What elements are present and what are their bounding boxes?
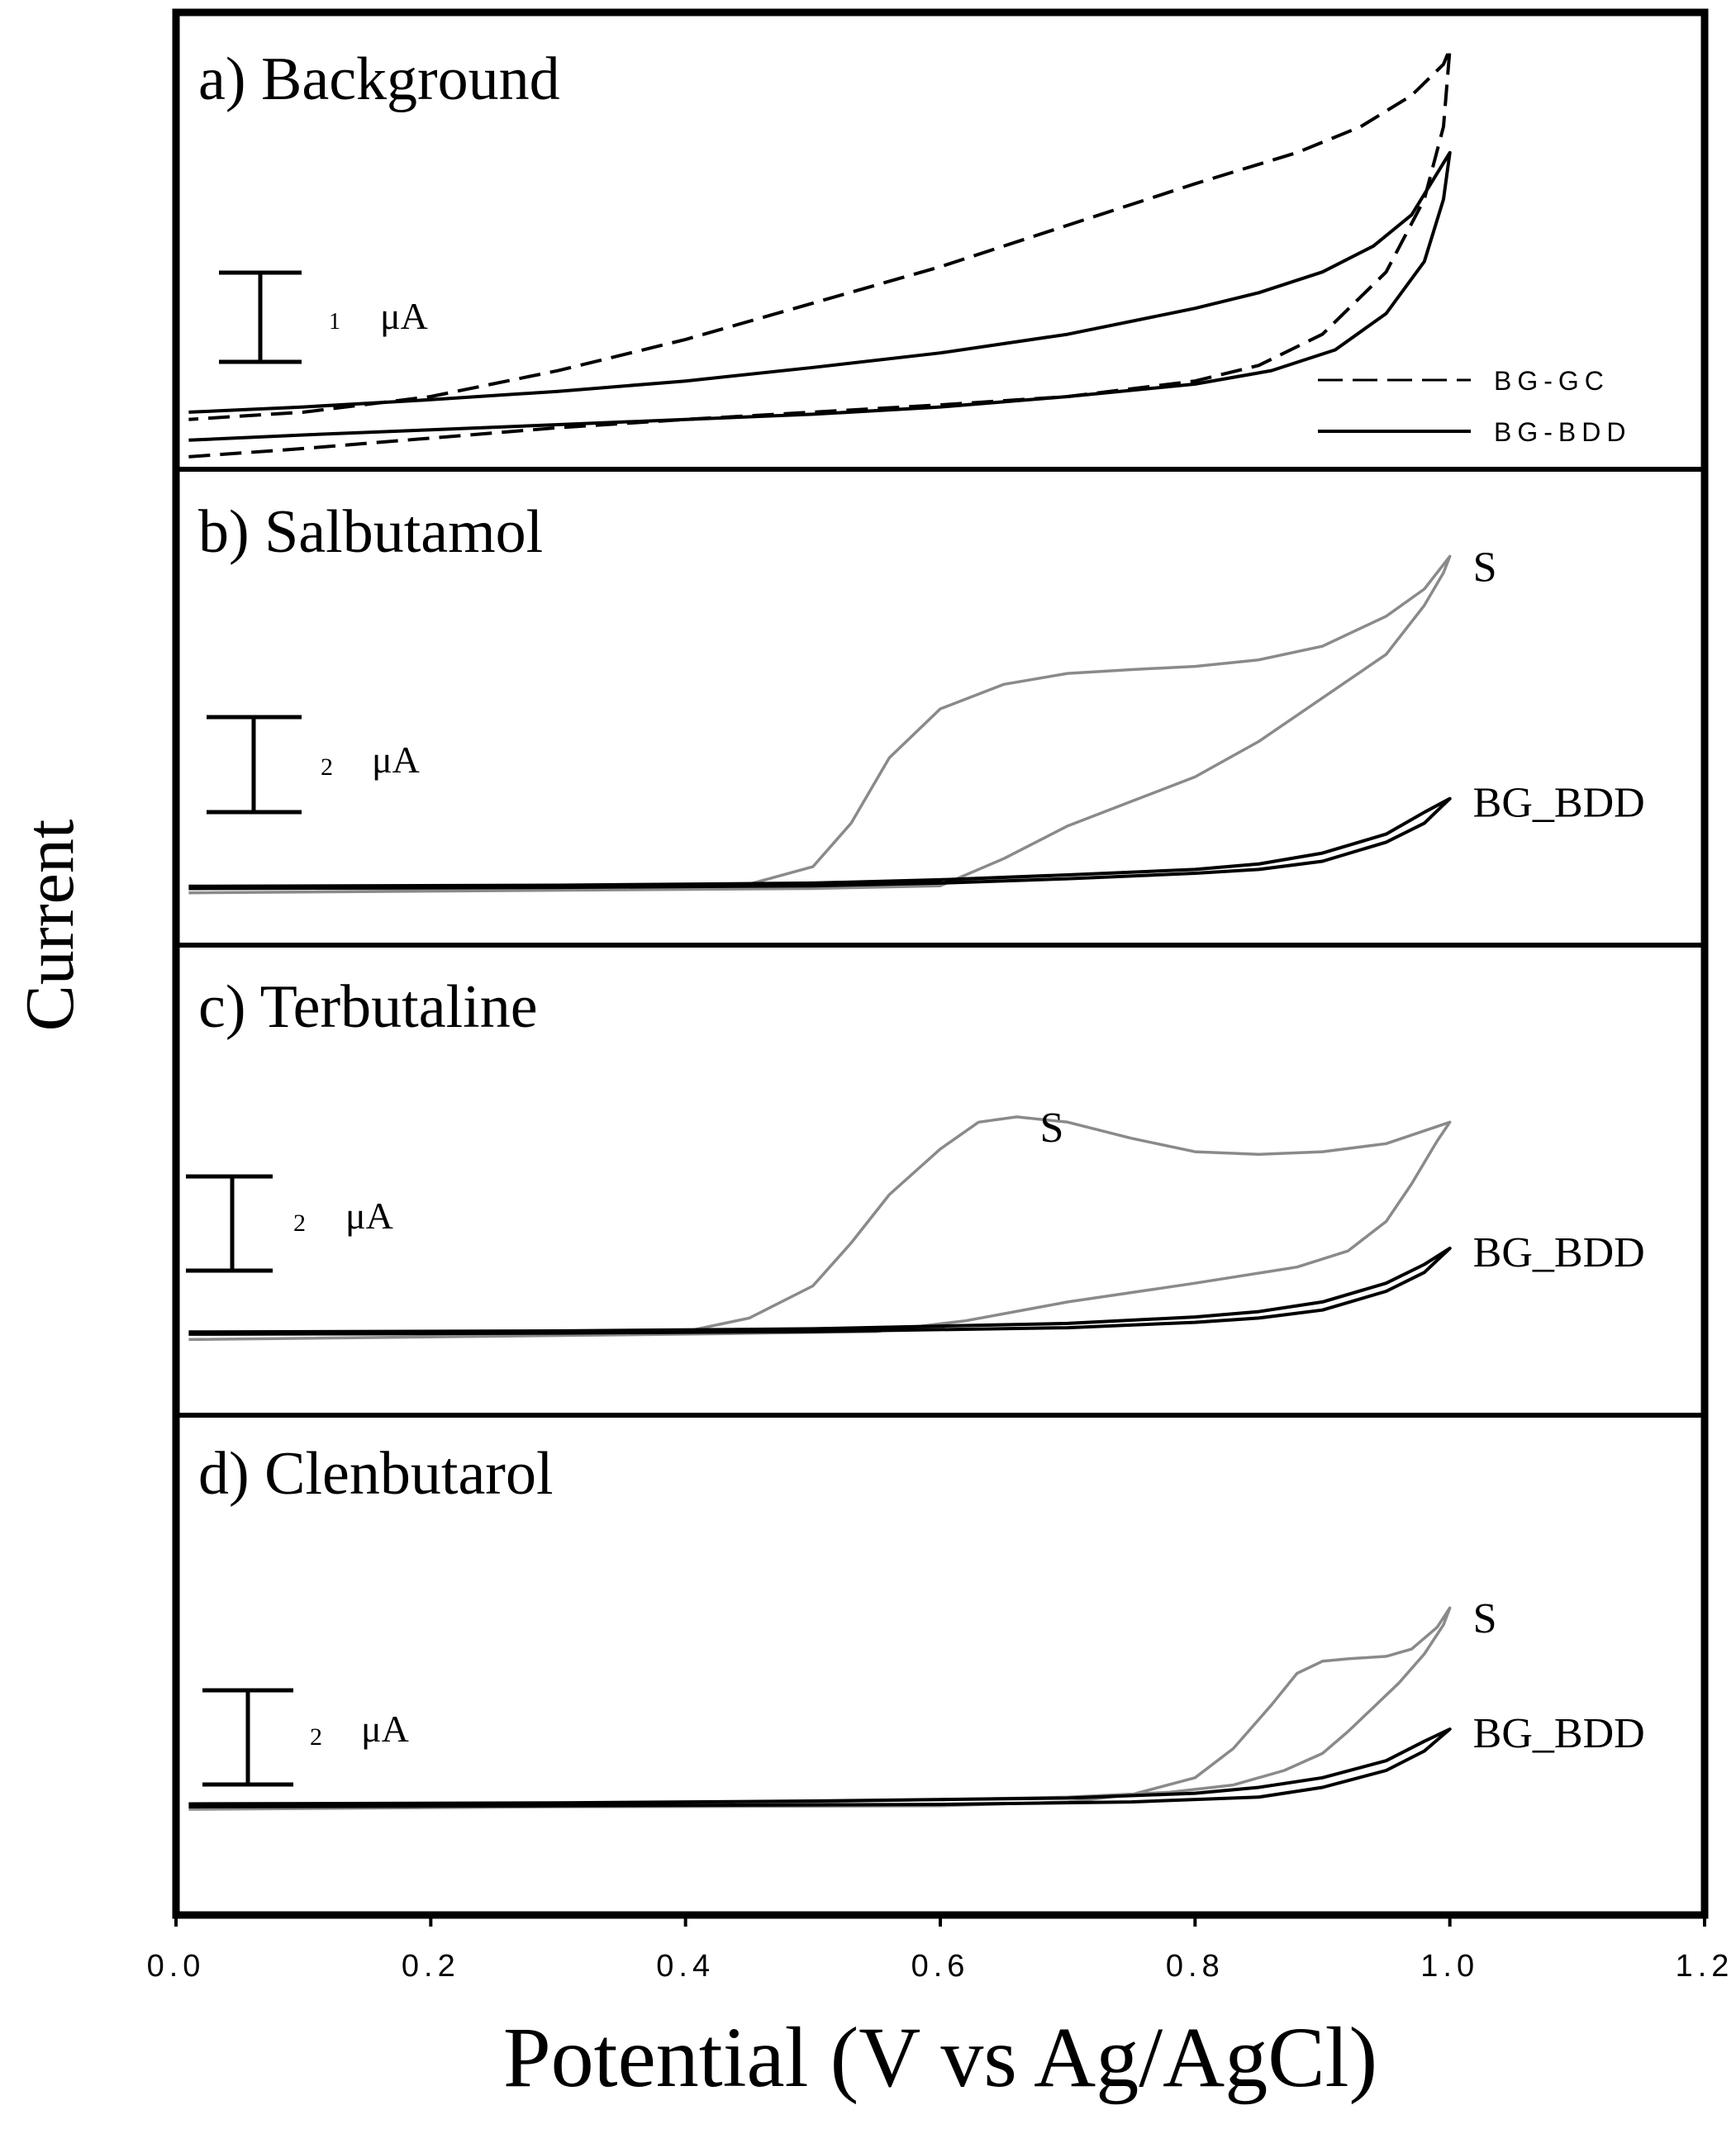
panel-b-series-s — [188, 554, 1452, 895]
panel-a-scalebar-number: 1 — [329, 309, 340, 335]
panel-c: c) Terbutaline 2 μA — [186, 973, 538, 1273]
x-axis: 0.0 0.2 0.4 0.6 0.8 1.0 1.2 — [147, 1915, 1734, 1984]
panel-a-title: a) Background — [198, 45, 560, 113]
panel-c-series-s — [188, 1115, 1452, 1342]
panel-c-series-label-bg-bdd: BG_BDD — [1473, 1229, 1645, 1276]
panel-a-series-bg-bdd — [188, 150, 1452, 442]
panel-c-scalebar-number: 2 — [293, 1209, 306, 1237]
series-layer: S BG_BDD S BG_BDD S BG_BDD — [188, 47, 1645, 1811]
panel-c-series-bg-bdd — [188, 1247, 1452, 1336]
legend-label-bg-bdd: BG-BDD — [1494, 417, 1631, 447]
panel-b: b) Salbutamol 2 μA — [198, 498, 543, 815]
x-tick-label: 1.0 — [1420, 1949, 1479, 1984]
panel-c-series-label-s: S — [1040, 1105, 1064, 1152]
panel-b-scalebar: 2 μA — [207, 715, 420, 815]
panel-a-scalebar: 1 μA — [219, 270, 428, 364]
x-tick-label: 0.2 — [402, 1949, 460, 1984]
x-tick-label: 0.8 — [1166, 1949, 1225, 1984]
panel-a-scalebar-unit: μA — [380, 295, 428, 337]
panel-c-title: c) Terbutaline — [198, 973, 538, 1041]
panel-d: d) Clenbutarol 2 μA — [198, 1440, 554, 1787]
panel-b-series-label-s: S — [1473, 544, 1497, 591]
y-axis-title: Current — [12, 820, 88, 1032]
panel-d-series-label-bg-bdd: BG_BDD — [1473, 1710, 1645, 1757]
panel-b-title: b) Salbutamol — [198, 498, 543, 566]
panel-d-title: d) Clenbutarol — [198, 1440, 554, 1508]
x-tick-label: 0.0 — [147, 1949, 206, 1984]
panel-d-series-s — [188, 1606, 1452, 1811]
panel-a: a) Background 1 μA BG-GC BG-BDD — [198, 45, 1631, 447]
panel-b-series-bg-bdd — [188, 796, 1452, 891]
panel-a-legend: BG-GC BG-BDD — [1318, 366, 1631, 447]
panel-c-scalebar: 2 μA — [186, 1174, 393, 1273]
panel-b-series-label-bg-bdd: BG_BDD — [1473, 780, 1645, 827]
panel-b-scalebar-number: 2 — [321, 753, 333, 781]
panel-d-scalebar-unit: μA — [361, 1708, 409, 1750]
legend-label-bg-gc: BG-GC — [1494, 366, 1610, 396]
panel-a-series-bg-gc — [188, 47, 1452, 459]
x-tick-label: 1.2 — [1676, 1949, 1734, 1984]
panel-d-scalebar: 2 μA — [202, 1688, 409, 1787]
panel-d-series-bg-bdd — [188, 1727, 1452, 1808]
panel-d-scalebar-number: 2 — [310, 1723, 322, 1751]
x-tick-label: 0.6 — [911, 1949, 970, 1984]
panel-b-scalebar-unit: μA — [372, 739, 420, 781]
panel-c-scalebar-unit: μA — [345, 1195, 393, 1237]
panel-d-series-label-s: S — [1473, 1595, 1497, 1642]
x-axis-title: Potential (V vs Ag/AgCl) — [503, 2010, 1377, 2105]
x-tick-label: 0.4 — [656, 1949, 715, 1984]
